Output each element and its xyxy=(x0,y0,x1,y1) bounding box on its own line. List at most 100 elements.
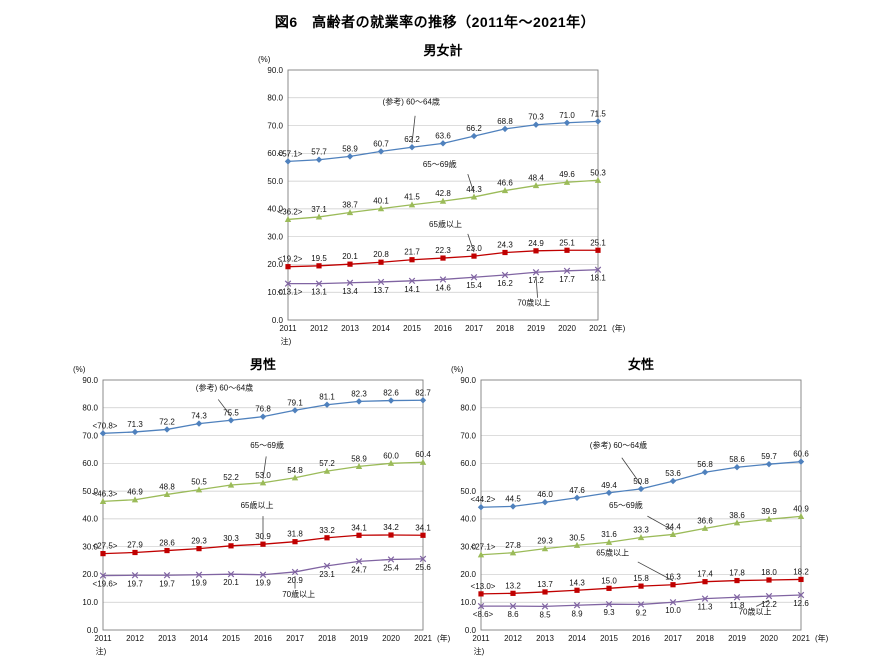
svg-text:20.0: 20.0 xyxy=(460,570,476,579)
svg-text:2016: 2016 xyxy=(434,324,452,333)
svg-text:70歳以上: 70歳以上 xyxy=(739,607,772,617)
svg-text:2011: 2011 xyxy=(279,324,297,333)
svg-text:24.9: 24.9 xyxy=(528,239,544,248)
svg-text:38.7: 38.7 xyxy=(342,201,358,210)
svg-text:0.0: 0.0 xyxy=(87,626,99,635)
svg-text:12.2: 12.2 xyxy=(761,600,777,609)
svg-text:56.8: 56.8 xyxy=(697,460,713,469)
svg-text:36.6: 36.6 xyxy=(697,516,713,525)
chart-female-plot: 0.0 10.0 20.0 30.0 40.0 50.0 60.0 70.0 80.0 90.0 2… xyxy=(451,365,829,656)
chart-female-title: 女性 xyxy=(627,357,654,372)
svg-text:23.0: 23.0 xyxy=(466,244,482,253)
svg-text:注): 注) xyxy=(281,336,292,346)
svg-text:20.0: 20.0 xyxy=(82,570,98,579)
chart-male-title: 男性 xyxy=(249,357,276,372)
svg-text:2021: 2021 xyxy=(589,324,607,333)
svg-text:11.3: 11.3 xyxy=(698,603,714,612)
chart-male-plot: 0.0 10.0 20.0 30.0 40.0 50.0 60.0 70.0 80.0 90.0 2… xyxy=(73,365,451,656)
svg-text:90.0: 90.0 xyxy=(267,66,283,75)
svg-text:2014: 2014 xyxy=(372,324,390,333)
svg-text:20.1: 20.1 xyxy=(342,252,358,261)
svg-text:70歳以上: 70歳以上 xyxy=(282,589,315,599)
svg-text:74.3: 74.3 xyxy=(191,412,207,421)
svg-text:60.7: 60.7 xyxy=(373,139,389,148)
svg-text:46.6: 46.6 xyxy=(497,179,513,188)
svg-text:31.8: 31.8 xyxy=(287,530,303,539)
svg-text:33.3: 33.3 xyxy=(633,526,649,535)
svg-text:44.3: 44.3 xyxy=(466,185,482,194)
svg-text:<27.1>: <27.1> xyxy=(471,543,496,552)
svg-text:8.6: 8.6 xyxy=(507,610,519,619)
svg-text:2019: 2019 xyxy=(728,634,746,643)
svg-text:注): 注) xyxy=(96,646,107,656)
svg-text:<70.8>: <70.8> xyxy=(93,421,118,430)
svg-text:50.5: 50.5 xyxy=(191,478,207,487)
svg-text:20.1: 20.1 xyxy=(223,578,239,587)
svg-text:65～69歳: 65～69歳 xyxy=(423,159,457,169)
svg-text:<44.2>: <44.2> xyxy=(471,495,496,504)
svg-text:71.0: 71.0 xyxy=(559,111,575,120)
svg-text:19.7: 19.7 xyxy=(159,579,175,588)
svg-text:2012: 2012 xyxy=(504,634,522,643)
svg-text:2017: 2017 xyxy=(664,634,682,643)
svg-text:20.8: 20.8 xyxy=(373,250,389,259)
svg-text:<13.1>: <13.1> xyxy=(278,288,303,297)
svg-text:<46.3>: <46.3> xyxy=(93,489,118,498)
svg-text:16.3: 16.3 xyxy=(665,573,681,582)
svg-text:10.0: 10.0 xyxy=(267,288,283,297)
svg-text:2013: 2013 xyxy=(158,634,176,643)
svg-text:2014: 2014 xyxy=(190,634,208,643)
svg-text:82.7: 82.7 xyxy=(415,388,431,397)
svg-text:2012: 2012 xyxy=(126,634,144,643)
svg-text:28.6: 28.6 xyxy=(159,539,175,548)
svg-text:10.0: 10.0 xyxy=(460,598,476,607)
svg-text:81.1: 81.1 xyxy=(319,393,335,402)
svg-text:29.3: 29.3 xyxy=(191,537,207,546)
svg-text:60.4: 60.4 xyxy=(415,450,431,459)
svg-text:13.1: 13.1 xyxy=(311,288,327,297)
svg-text:49.4: 49.4 xyxy=(601,481,617,490)
svg-text:22.3: 22.3 xyxy=(435,246,451,255)
svg-text:2018: 2018 xyxy=(318,634,336,643)
svg-text:31.6: 31.6 xyxy=(601,530,617,539)
svg-text:23.1: 23.1 xyxy=(319,570,335,579)
svg-text:71.3: 71.3 xyxy=(127,420,143,429)
svg-text:13.2: 13.2 xyxy=(505,581,521,590)
svg-text:40.0: 40.0 xyxy=(267,205,283,214)
svg-text:18.2: 18.2 xyxy=(793,567,809,576)
svg-text:注): 注) xyxy=(474,646,485,656)
svg-text:8.9: 8.9 xyxy=(571,609,583,618)
svg-text:25.1: 25.1 xyxy=(590,238,606,247)
svg-text:14.6: 14.6 xyxy=(435,283,451,292)
svg-text:90.0: 90.0 xyxy=(82,376,98,385)
svg-text:(年): (年) xyxy=(815,633,829,643)
svg-text:60.0: 60.0 xyxy=(267,149,283,158)
svg-text:18.0: 18.0 xyxy=(761,568,777,577)
svg-text:53.6: 53.6 xyxy=(665,469,681,478)
svg-text:11.8: 11.8 xyxy=(730,601,746,610)
svg-text:<8.6>: <8.6> xyxy=(473,610,494,619)
svg-text:<57.1>: <57.1> xyxy=(278,149,303,158)
figure-title: 図6 高齢者の就業率の推移（2011年～2021年） xyxy=(274,14,596,30)
svg-text:2015: 2015 xyxy=(403,324,421,333)
svg-text:19.9: 19.9 xyxy=(191,579,207,588)
svg-text:70.3: 70.3 xyxy=(528,113,544,122)
chart-male: 男性 0.0 10.0 20.0 30.0 40.0 50.0 60.0 70.0 80.0 90… xyxy=(40,354,451,664)
svg-text:12.6: 12.6 xyxy=(793,599,809,608)
svg-text:(年): (年) xyxy=(437,633,451,643)
svg-text:66.2: 66.2 xyxy=(466,124,482,133)
svg-text:2019: 2019 xyxy=(350,634,368,643)
svg-text:2013: 2013 xyxy=(536,634,554,643)
svg-text:<19.6>: <19.6> xyxy=(93,580,118,589)
svg-text:10.0: 10.0 xyxy=(82,598,98,607)
svg-text:13.4: 13.4 xyxy=(342,287,358,296)
svg-text:<19.2>: <19.2> xyxy=(278,255,303,264)
svg-text:50.0: 50.0 xyxy=(82,487,98,496)
svg-text:2018: 2018 xyxy=(696,634,714,643)
svg-text:63.6: 63.6 xyxy=(435,131,451,140)
svg-text:60.0: 60.0 xyxy=(82,459,98,468)
svg-text:58.9: 58.9 xyxy=(342,144,358,153)
svg-text:30.0: 30.0 xyxy=(82,542,98,551)
svg-text:44.5: 44.5 xyxy=(505,494,521,503)
